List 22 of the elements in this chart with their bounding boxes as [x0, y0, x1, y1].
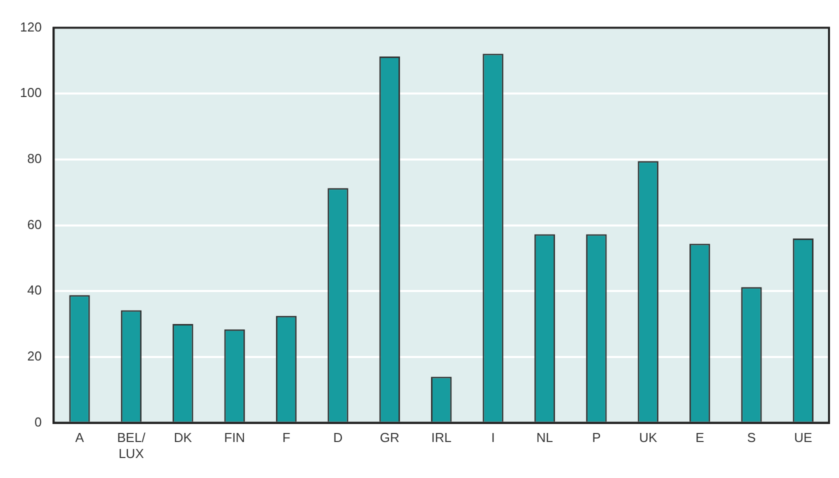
x-tick-label: FIN: [224, 430, 246, 446]
x-tick-label: UE: [794, 430, 813, 446]
x-tick-label: NL: [536, 430, 554, 446]
x-tick-label: A: [75, 430, 84, 446]
y-tick-label: 20: [27, 348, 42, 364]
x-tick-label: IRL: [431, 430, 452, 446]
x-tick-label: E: [695, 430, 704, 446]
y-tick-label: 60: [27, 216, 42, 232]
x-tick-label: P: [592, 430, 601, 446]
x-tick-label: S: [747, 430, 756, 446]
x-tick-label: UK: [639, 430, 658, 446]
x-tick-label: GR: [380, 430, 400, 446]
y-tick-label: 100: [20, 85, 42, 100]
y-tick-label: 0: [34, 414, 42, 430]
x-tick-label: I: [491, 430, 495, 446]
y-tick-label: 80: [27, 151, 42, 166]
y-tick-label: 120: [20, 19, 42, 34]
x-tick-label: DK: [174, 430, 192, 446]
y-tick-label: 40: [27, 282, 42, 298]
x-tick-label: BEL/LUX: [117, 430, 146, 461]
x-tick-label: F: [282, 430, 290, 446]
x-tick-label: D: [333, 430, 343, 446]
